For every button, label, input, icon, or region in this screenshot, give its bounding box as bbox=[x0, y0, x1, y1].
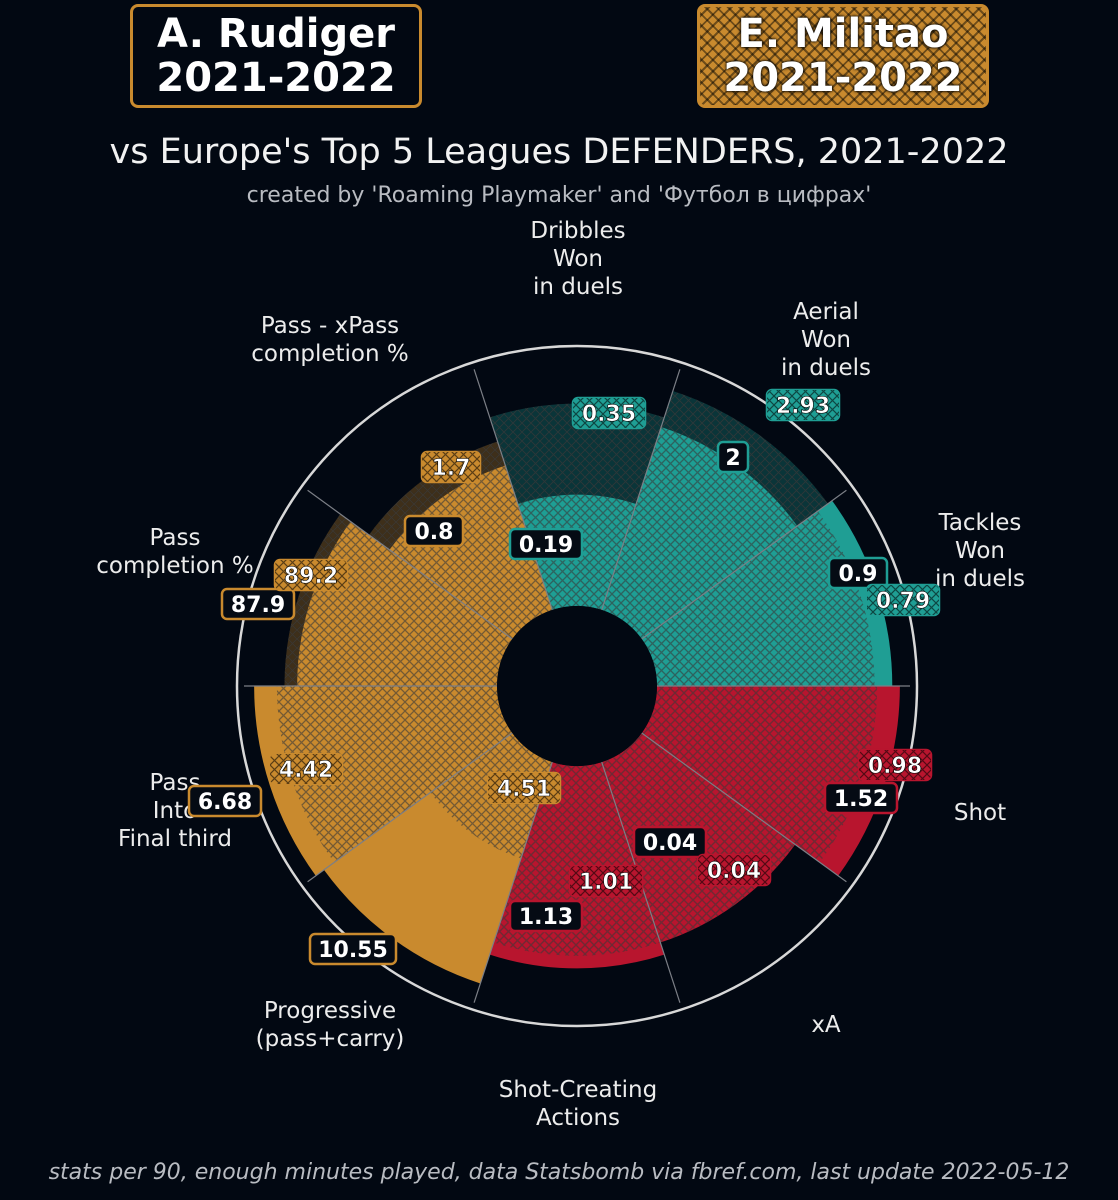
svg-text:89.2: 89.2 bbox=[284, 564, 338, 589]
chart-subtitle: created by 'Roaming Playmaker' and 'Футб… bbox=[246, 183, 872, 208]
value-rudiger-pass-into-final-third: 6.68 bbox=[187, 784, 263, 818]
center-hole bbox=[497, 606, 657, 766]
value-rudiger-pass-xpass-completion: 0.8 bbox=[403, 514, 465, 548]
value-rudiger-progressive-pass-carry: 10.55 bbox=[308, 932, 398, 966]
value-rudiger-dribbles-won-in-duels: 0.19 bbox=[508, 527, 584, 561]
svg-text:1.01: 1.01 bbox=[579, 870, 633, 895]
category-label-aerial-won-in-duels: Aerial Won in duels bbox=[781, 299, 871, 381]
slice-divider bbox=[473, 369, 553, 611]
value-rudiger-xa: 0.04 bbox=[632, 825, 708, 859]
svg-text:0.9: 0.9 bbox=[839, 562, 878, 587]
svg-text:1.13: 1.13 bbox=[519, 905, 573, 930]
player-b-name: E. Militao bbox=[737, 11, 949, 57]
slice-divider bbox=[307, 732, 513, 883]
value-militao-shot-creating-actions: 1.01 bbox=[568, 864, 644, 898]
value-rudiger-shot-creating-actions: 1.13 bbox=[508, 899, 584, 933]
category-label-progressive-pass-carry: Progressive (pass+carry) bbox=[256, 998, 405, 1052]
value-militao-pass-xpass-completion: 1.7 bbox=[420, 450, 482, 484]
player-a-title-box: A. Rudiger 2021-2022 bbox=[130, 4, 422, 108]
category-label-pass-xpass-completion: Pass - xPass completion % bbox=[251, 313, 409, 367]
footnote: stats per 90, enough minutes played, dat… bbox=[48, 1160, 1070, 1185]
value-rudiger-shot: 1.52 bbox=[823, 781, 899, 815]
value-militao-progressive-pass-carry: 4.51 bbox=[486, 771, 562, 805]
value-rudiger-aerial-won-in-duels: 2 bbox=[716, 440, 750, 474]
value-militao-pass-completion: 89.2 bbox=[273, 558, 349, 592]
slice-militao-pass-into-final-third bbox=[276, 686, 513, 863]
svg-text:87.9: 87.9 bbox=[231, 593, 285, 618]
svg-text:1.52: 1.52 bbox=[834, 787, 888, 812]
chart-title: vs Europe's Top 5 Leagues DEFENDERS, 202… bbox=[109, 132, 1009, 172]
slice-militao-tackles-won-in-duels bbox=[641, 511, 875, 686]
svg-text:0.8: 0.8 bbox=[415, 520, 454, 545]
value-militao-tackles-won-in-duels: 0.79 bbox=[865, 583, 941, 617]
svg-text:6.68: 6.68 bbox=[198, 790, 252, 815]
slice-divider bbox=[601, 369, 681, 611]
value-militao-dribbles-won-in-duels: 0.35 bbox=[571, 396, 647, 430]
svg-text:0.04: 0.04 bbox=[707, 859, 761, 884]
category-label-dribbles-won-in-duels: Dribbles Won in duels bbox=[530, 218, 625, 300]
player-b-season: 2021-2022 bbox=[723, 55, 963, 101]
category-label-shot: Shot bbox=[954, 800, 1006, 826]
slice-divider bbox=[641, 489, 847, 640]
svg-text:0.98: 0.98 bbox=[868, 754, 922, 779]
slice-militao-shot bbox=[641, 686, 878, 863]
svg-text:10.55: 10.55 bbox=[318, 938, 388, 963]
slice-militao-dribbles-won-in-duels bbox=[489, 403, 665, 610]
svg-text:1.7: 1.7 bbox=[432, 456, 471, 481]
value-militao-aerial-won-in-duels: 2.93 bbox=[765, 388, 841, 422]
svg-text:0.79: 0.79 bbox=[876, 589, 930, 614]
svg-text:0.35: 0.35 bbox=[582, 402, 636, 427]
svg-text:2.93: 2.93 bbox=[776, 394, 830, 419]
category-label-pass-into-final-third: Pass Into Final third bbox=[118, 770, 232, 852]
category-label-pass-completion: Pass completion % bbox=[96, 525, 254, 579]
svg-text:0.04: 0.04 bbox=[643, 831, 697, 856]
value-militao-shot: 0.98 bbox=[857, 748, 933, 782]
slice-divider bbox=[307, 489, 513, 640]
svg-text:0.19: 0.19 bbox=[519, 533, 573, 558]
slice-militao-aerial-won-in-duels bbox=[601, 390, 828, 639]
svg-text:2: 2 bbox=[725, 446, 740, 471]
svg-text:4.42: 4.42 bbox=[279, 758, 333, 783]
svg-text:4.51: 4.51 bbox=[497, 777, 551, 802]
player-a-name: A. Rudiger bbox=[157, 11, 395, 57]
outer-ring bbox=[235, 344, 919, 1028]
slice-militao-pass-completion bbox=[284, 514, 513, 686]
value-rudiger-pass-completion: 87.9 bbox=[220, 587, 296, 621]
value-militao-pass-into-final-third: 4.42 bbox=[268, 752, 344, 786]
player-b-title-box: E. Militao 2021-2022 bbox=[697, 4, 989, 108]
category-label-tackles-won-in-duels: Tackles Won in duels bbox=[935, 510, 1025, 592]
value-militao-xa: 0.04 bbox=[696, 853, 772, 887]
category-label-xa: xA bbox=[811, 1012, 841, 1038]
value-rudiger-tackles-won-in-duels: 0.9 bbox=[827, 556, 889, 590]
player-a-season: 2021-2022 bbox=[156, 55, 396, 101]
category-label-shot-creating-actions: Shot-Creating Actions bbox=[499, 1077, 657, 1131]
slice-divider bbox=[641, 732, 847, 883]
